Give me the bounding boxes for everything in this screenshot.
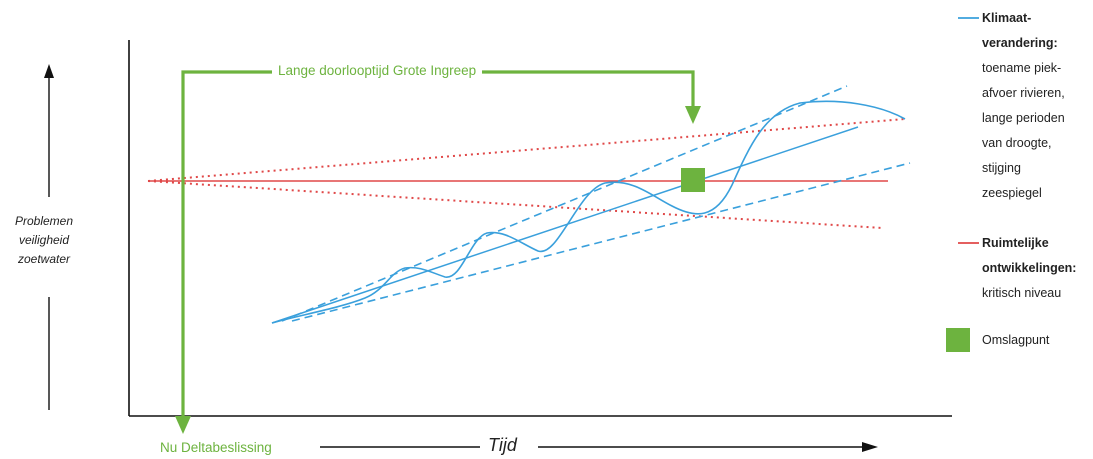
y-label-line-1: Problemen	[14, 214, 74, 228]
x-arrow-head	[862, 442, 878, 452]
green-arrow-down-bottom	[175, 416, 191, 434]
y-label-line-3: zoetwater	[17, 252, 71, 266]
legend-spatial: Ruimtelijke ontwikkelingen: kritisch niv…	[982, 231, 1076, 306]
legend-omslagpunt-swatch	[946, 328, 970, 352]
blue-dashed-upper	[281, 85, 848, 322]
blue-wave-line	[271, 100, 906, 324]
legend-climate-line-6: zeespiegel	[982, 186, 1042, 200]
y-label-line-2: veiligheid	[18, 233, 70, 247]
legend-climate-title-2: verandering:	[982, 36, 1058, 50]
blue-trend-line	[271, 126, 859, 324]
y-arrow-head	[44, 64, 54, 78]
x-axis-label: Tijd	[488, 435, 517, 455]
legend-spatial-line-1: kritisch niveau	[982, 286, 1062, 300]
legend-climate-title-1: Klimaat-	[982, 11, 1032, 25]
legend-climate-line-2: afvoer rivieren,	[982, 86, 1065, 100]
green-arrow-down-top	[685, 106, 701, 124]
top-green-label: Lange doorlooptijd Grote Ingreep	[272, 63, 483, 78]
legend-omslagpunt: Omslagpunt	[982, 328, 1049, 353]
legend-climate-line-4: van droogte,	[982, 136, 1052, 150]
bottom-green-label: Nu Deltabeslissing	[160, 440, 272, 455]
omslagpunt-marker	[681, 168, 705, 192]
blue-dashed-lower	[291, 162, 911, 322]
legend-omslagpunt-label: Omslagpunt	[982, 333, 1050, 347]
red-dotted-upper	[147, 118, 906, 182]
legend-spatial-title-1: Ruimtelijke	[982, 236, 1049, 250]
legend-climate-line-3: lange perioden	[982, 111, 1065, 125]
legend-climate: Klimaat- verandering: toename piek- afvo…	[982, 6, 1065, 206]
legend-spatial-title-2: ontwikkelingen:	[982, 261, 1077, 275]
green-connector	[181, 70, 695, 420]
legend-climate-line-1: toename piek-	[982, 61, 1062, 75]
legend-climate-line-5: stijging	[982, 161, 1021, 175]
y-axis-label: Problemen veiligheid zoetwater	[4, 212, 84, 269]
red-dotted-lower	[147, 180, 883, 229]
